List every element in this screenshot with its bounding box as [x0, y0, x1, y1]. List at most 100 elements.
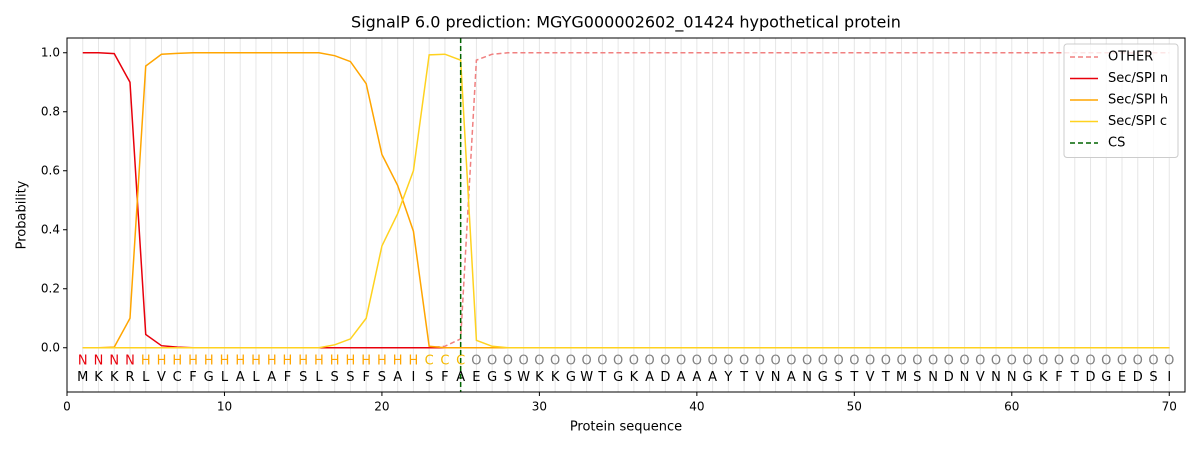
residue-label: H [283, 354, 293, 369]
residue-letter: E [472, 370, 480, 385]
residue-letter: N [802, 370, 812, 385]
residue-label: H [172, 354, 182, 369]
residue-letter: N [1007, 370, 1017, 385]
residue-letter: A [645, 370, 654, 385]
residue-label: O [519, 354, 529, 369]
residue-label: O [944, 354, 954, 369]
residue-letter: T [739, 370, 748, 385]
residue-label: O [534, 354, 544, 369]
residue-label: O [896, 354, 906, 369]
residue-label: O [707, 354, 717, 369]
x-tick-label: 70 [1162, 400, 1177, 414]
residue-letter: W [580, 370, 593, 385]
series-line [82, 52, 1170, 349]
legend-label: Sec/SPI n [1108, 71, 1168, 86]
residue-letter: G [1022, 370, 1032, 385]
residue-label: C [425, 354, 434, 369]
residue-letter: N [771, 370, 781, 385]
residue-label: O [1070, 354, 1080, 369]
residue-label: O [1054, 354, 1064, 369]
residue-label: O [959, 354, 969, 369]
x-tick-label: 0 [63, 400, 71, 414]
residue-letter: F [189, 370, 196, 385]
residue-letter: N [928, 370, 938, 385]
residue-letter: A [236, 370, 245, 385]
residue-label: O [1038, 354, 1048, 369]
residue-letter: S [1149, 370, 1157, 385]
residue-label: O [975, 354, 985, 369]
residue-letter: V [755, 370, 764, 385]
residue-label: O [1085, 354, 1095, 369]
residue-letter: N [991, 370, 1001, 385]
residue-label: H [314, 354, 324, 369]
series-line [82, 53, 1170, 349]
residue-label: H [220, 354, 230, 369]
residue-letter: K [630, 370, 639, 385]
residue-letter: F [362, 370, 369, 385]
residue-label: H [346, 354, 356, 369]
residue-letter: N [960, 370, 970, 385]
residue-label: O [487, 354, 497, 369]
residue-letter: K [1039, 370, 1048, 385]
x-tick-label: 40 [689, 400, 704, 414]
residue-label: O [1133, 354, 1143, 369]
residue-label: H [393, 354, 403, 369]
residue-letter: G [818, 370, 828, 385]
residue-letter: S [299, 370, 307, 385]
residue-label: O [1007, 354, 1017, 369]
residue-letter: M [77, 370, 88, 385]
x-tick-label: 10 [217, 400, 232, 414]
residue-letter: S [378, 370, 386, 385]
residue-letter: S [504, 370, 512, 385]
legend-label: Sec/SPI h [1108, 93, 1168, 108]
residue-label: O [912, 354, 922, 369]
residue-letter: V [866, 370, 875, 385]
residue-label: O [1148, 354, 1158, 369]
residue-label: O [676, 354, 686, 369]
residue-label: O [1022, 354, 1032, 369]
x-tick-label: 30 [532, 400, 547, 414]
residue-label: O [818, 354, 828, 369]
residue-letter: R [125, 370, 134, 385]
residue-label: O [865, 354, 875, 369]
residue-letter: A [708, 370, 717, 385]
residue-label: O [503, 354, 513, 369]
residue-letter: S [913, 370, 921, 385]
residue-letter: A [267, 370, 276, 385]
residue-letter: M [896, 370, 907, 385]
residue-label: O [849, 354, 859, 369]
x-tick-label: 50 [847, 400, 862, 414]
residue-letter: F [441, 370, 448, 385]
residue-label: H [298, 354, 308, 369]
residue-letter: L [221, 370, 229, 385]
residue-letter: K [110, 370, 119, 385]
residue-label: O [881, 354, 891, 369]
residue-letter: L [142, 370, 150, 385]
residue-label: O [786, 354, 796, 369]
x-tick-label: 20 [374, 400, 389, 414]
residue-letter: G [566, 370, 576, 385]
residue-letter: A [677, 370, 686, 385]
residue-letter: G [487, 370, 497, 385]
residue-label: H [204, 354, 214, 369]
residue-letter: G [204, 370, 214, 385]
residue-letter: D [944, 370, 954, 385]
y-tick-label: 0.8 [41, 104, 60, 118]
residue-label: H [157, 354, 167, 369]
y-axis-label: Probability [15, 180, 30, 249]
residue-label: O [1164, 354, 1174, 369]
residue-letter: D [1086, 370, 1096, 385]
residue-letter: S [346, 370, 354, 385]
residue-label: O [991, 354, 1001, 369]
residue-label: O [471, 354, 481, 369]
residue-label: H [188, 354, 198, 369]
y-tick-label: 0.6 [41, 163, 60, 177]
residue-label: O [739, 354, 749, 369]
residue-letter: F [284, 370, 291, 385]
residue-label: O [660, 354, 670, 369]
residue-label: N [78, 354, 88, 369]
residue-label: N [94, 354, 104, 369]
residue-letter: L [315, 370, 323, 385]
residue-letter: T [849, 370, 858, 385]
residue-label: H [361, 354, 371, 369]
